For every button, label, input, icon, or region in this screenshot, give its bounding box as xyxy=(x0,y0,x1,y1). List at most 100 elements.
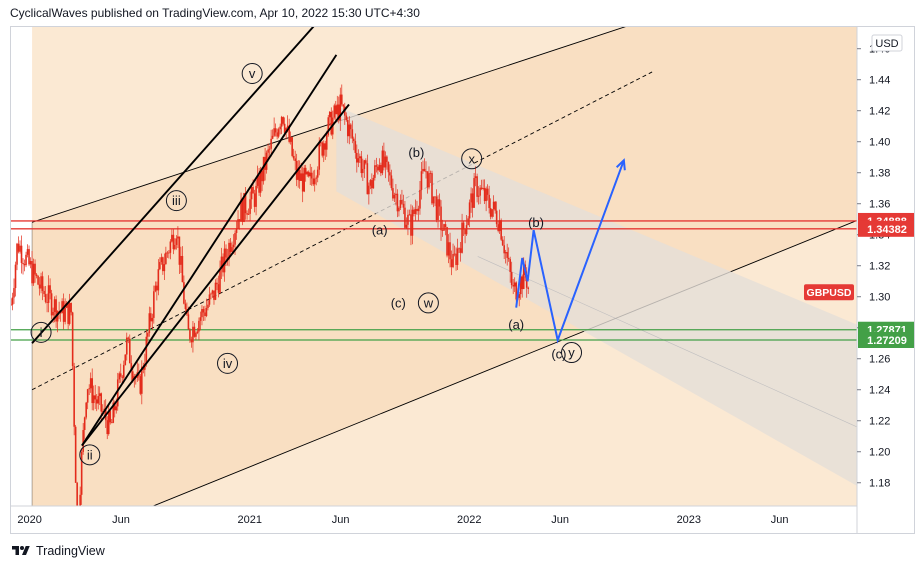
candle-body-295 xyxy=(453,253,456,255)
currency-box[interactable] xyxy=(871,34,903,52)
candle-body-339 xyxy=(519,276,522,295)
candle-body-242 xyxy=(374,165,376,178)
candle-body-217 xyxy=(336,104,339,115)
candle-body-309 xyxy=(474,176,477,179)
candle-body-224 xyxy=(347,120,349,137)
candle-body-80 xyxy=(130,363,133,372)
candle-body-178 xyxy=(277,129,280,137)
tradingview-logo-icon xyxy=(12,546,30,555)
candle-body-160 xyxy=(250,187,253,200)
candle-body-236 xyxy=(365,160,367,164)
candle-body-149 xyxy=(234,233,236,245)
wave-label-circle-3 xyxy=(217,352,239,374)
candle-body-303 xyxy=(465,225,468,235)
candle-body-344 xyxy=(527,287,530,289)
candle-body-288 xyxy=(443,224,445,231)
candle-body-301 xyxy=(462,222,465,230)
candle-body-180 xyxy=(280,117,283,127)
candle-body-111 xyxy=(177,236,179,239)
candle-body-152 xyxy=(238,219,241,222)
candle-body-138 xyxy=(217,284,220,293)
candle-body-307 xyxy=(471,193,474,208)
candle-body-67 xyxy=(110,422,113,424)
y-tick-label-13: 1.44 xyxy=(869,75,890,87)
candle-body-297 xyxy=(456,248,459,265)
candle-body-203 xyxy=(315,177,318,179)
y-tick-label-2: 1.22 xyxy=(869,416,890,428)
candle-body-308 xyxy=(473,178,475,208)
candle-body-24 xyxy=(46,301,48,303)
chart-panel[interactable]: v iii i iv ii x (b) (a) (c) w (a) (b) (c) y 1.18 1.20 1… xyxy=(10,26,915,534)
wave-label-10: (a) xyxy=(508,317,524,332)
candle-body-167 xyxy=(261,170,263,182)
candle-body-64 xyxy=(106,420,109,435)
candle-body-245 xyxy=(378,164,381,171)
candle-body-195 xyxy=(303,167,305,192)
candle-body-135 xyxy=(213,290,215,300)
candle-body-29 xyxy=(53,299,56,312)
price-badge-text-2: 1.34382 xyxy=(867,224,907,236)
candle-body-46 xyxy=(79,494,81,515)
candle-body-159 xyxy=(249,199,251,214)
y-tick-label-12: 1.42 xyxy=(869,106,890,118)
candle-body-119 xyxy=(189,329,191,340)
candle-body-186 xyxy=(289,137,292,142)
candle-body-52 xyxy=(88,388,90,390)
candle-body-171 xyxy=(267,149,269,153)
candle-body-94 xyxy=(151,317,154,322)
candle-body-215 xyxy=(333,105,336,118)
candle-body-110 xyxy=(175,238,178,245)
candle-body-230 xyxy=(356,152,358,163)
candle-body-277 xyxy=(426,171,429,188)
candle-body-5 xyxy=(17,243,20,252)
candle-body-232 xyxy=(359,156,361,159)
x-tick-label-4: 2022 xyxy=(457,514,481,526)
candle-body-322 xyxy=(494,201,496,211)
candle-body-177 xyxy=(276,132,278,137)
candle-body-211 xyxy=(327,117,330,136)
candle-body-238 xyxy=(368,185,370,195)
candle-body-272 xyxy=(419,189,421,209)
candle-body-53 xyxy=(89,378,92,389)
candle-body-293 xyxy=(450,259,453,268)
candle-body-204 xyxy=(316,169,319,178)
candle-body-56 xyxy=(94,395,96,400)
wave-label-circle-5 xyxy=(461,148,483,170)
symbol-badge xyxy=(804,284,854,301)
candle-body-281 xyxy=(432,196,435,204)
candle-body-328 xyxy=(503,245,505,254)
candle-body-265 xyxy=(408,214,411,216)
candle-body-97 xyxy=(156,285,158,291)
candle-body-219 xyxy=(339,94,342,121)
candle-body-258 xyxy=(398,207,400,212)
candle-body-86 xyxy=(139,376,142,394)
candle-body-291 xyxy=(447,242,450,256)
y-tick-label-0: 1.18 xyxy=(869,478,890,490)
candle-body-304 xyxy=(467,218,469,226)
y-tick-label-11: 1.40 xyxy=(869,137,890,149)
candle-body-76 xyxy=(124,354,127,365)
candle-body-125 xyxy=(198,320,200,332)
candle-body-42 xyxy=(73,366,75,427)
candle-body-77 xyxy=(125,337,128,355)
candle-body-338 xyxy=(518,294,521,298)
candle-body-282 xyxy=(434,196,436,198)
wave-label-6: (b) xyxy=(408,145,424,160)
candle-body-65 xyxy=(107,410,110,435)
candle-body-261 xyxy=(402,203,405,208)
candle-body-312 xyxy=(479,187,481,196)
candle-body-58 xyxy=(97,396,100,404)
candle-body-266 xyxy=(410,214,412,236)
candle-body-147 xyxy=(231,247,233,252)
candle-body-163 xyxy=(255,185,257,207)
candle-body-26 xyxy=(49,285,51,294)
candle-body-150 xyxy=(235,228,238,234)
tradingview-footer[interactable]: TradingView xyxy=(10,542,105,560)
candle-body-187 xyxy=(291,137,293,156)
candle-body-262 xyxy=(404,207,406,228)
candle-body-145 xyxy=(228,242,230,260)
candle-body-194 xyxy=(301,173,304,192)
candle-body-165 xyxy=(258,175,260,193)
candle-body-191 xyxy=(297,169,299,180)
